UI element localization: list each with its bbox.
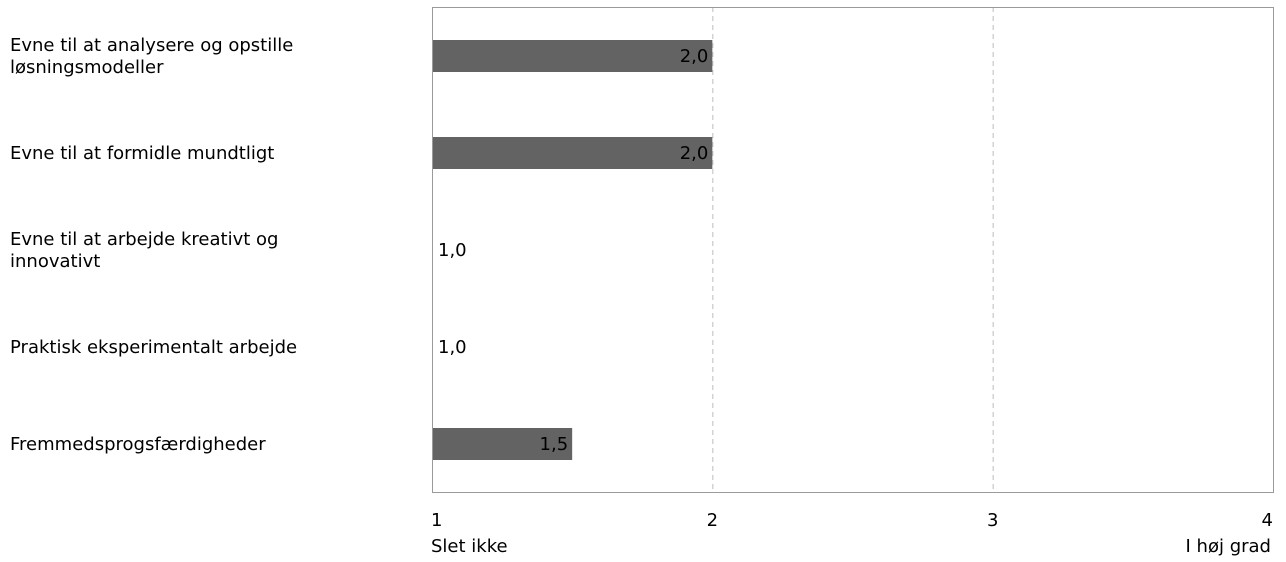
bars-layer	[432, 40, 713, 460]
bar	[432, 428, 573, 460]
bar-value-label: 1,0	[438, 240, 467, 261]
x-axis-anchor-left: Slet ikke	[431, 536, 508, 557]
category-label: Evne til at analysere og opstille	[10, 35, 293, 56]
plot-frame	[432, 7, 1274, 493]
x-tick-label: 1	[431, 510, 442, 531]
category-label: Praktisk eksperimentalt arbejde	[10, 337, 297, 358]
bar-value-label: 2,0	[680, 46, 709, 67]
x-tick-label: 4	[1262, 510, 1273, 531]
category-label: innovativt	[10, 251, 100, 272]
bar-value-label: 1,5	[540, 434, 569, 455]
category-label: løsningsmodeller	[10, 57, 164, 78]
bar-value-label: 2,0	[680, 143, 709, 164]
x-axis: Slet ikke I høj grad 1 2 3 4	[431, 510, 1273, 557]
labels-layer: 2,0 Evne til at analysere og opstilleløsn…	[10, 35, 708, 455]
x-tick-label: 2	[707, 510, 718, 531]
x-axis-anchor-right: I høj grad	[1186, 536, 1271, 557]
bar-value-label: 1,0	[438, 337, 467, 358]
bar	[432, 137, 713, 169]
category-label: Evne til at formidle mundtligt	[10, 143, 274, 164]
bar	[432, 40, 713, 72]
grid-layer	[712, 7, 994, 492]
category-label: Evne til at arbejde kreativt og	[10, 229, 278, 250]
category-label: Fremmedsprogsfærdigheder	[10, 434, 266, 455]
x-tick-label: 3	[987, 510, 998, 531]
